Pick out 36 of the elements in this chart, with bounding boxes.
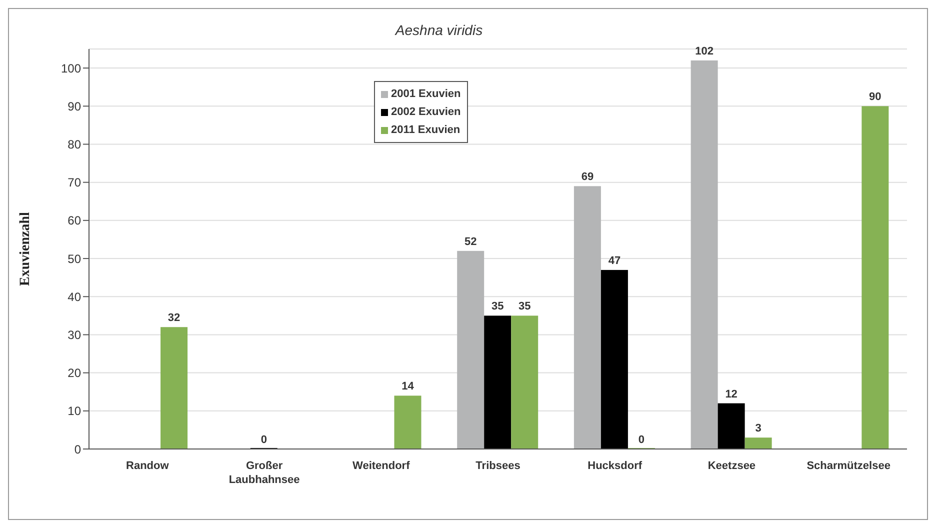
legend-label: 2011 Exuvien [391, 124, 460, 136]
x-tick-label: Großer Laubhahnsee [228, 460, 300, 486]
y-tick-label: 0 [74, 442, 82, 456]
y-tick-label: 90 [68, 99, 82, 114]
x-tick-label: Scharmützelsee [806, 460, 890, 472]
data-label: 32 [168, 312, 180, 324]
y-tick-label: 40 [68, 290, 82, 304]
y-tick-label: 80 [68, 138, 82, 152]
x-tick-label: Tribsees [476, 460, 520, 472]
legend-label: 2002 Exuvien [391, 106, 461, 118]
data-label: 14 [402, 380, 415, 393]
data-label: 35 [491, 300, 504, 313]
data-label: 12 [725, 388, 738, 400]
data-label: 3 [755, 422, 762, 435]
data-label: 47 [608, 254, 621, 267]
y-tick-label: 70 [68, 176, 82, 190]
data-label: 0 [638, 434, 645, 446]
y-tick-label: 20 [68, 366, 82, 380]
y-tick-label: 10 [68, 404, 82, 418]
data-label: 52 [464, 236, 477, 248]
x-tick-label: Hucksdorf [588, 460, 642, 472]
x-tick-label: Keetzsee [708, 460, 756, 472]
y-tick-label: 100 [60, 61, 82, 76]
x-tick-label: Weitendorf [352, 460, 410, 472]
data-label: 0 [260, 434, 267, 446]
y-tick-label: 30 [68, 328, 82, 342]
data-label: 90 [869, 91, 882, 104]
legend-label: 2001 Exuvien [391, 88, 461, 100]
x-tick-label: Randow [126, 460, 170, 472]
data-label: 102 [695, 45, 714, 58]
y-tick-label: 60 [68, 214, 82, 228]
y-tick-label: 50 [68, 252, 82, 266]
y-axis-title: Exuvienzahl [18, 212, 33, 286]
data-label: 35 [518, 300, 531, 313]
chart-title: Aeshna viridis [394, 22, 483, 38]
data-label: 69 [581, 171, 594, 184]
